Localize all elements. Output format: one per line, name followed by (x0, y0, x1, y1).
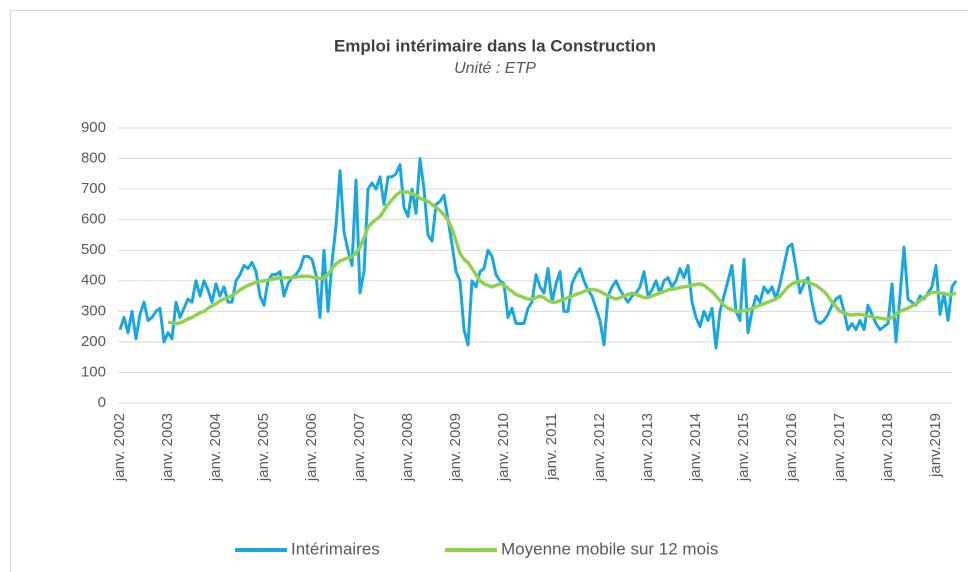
y-tick-label: 700 (81, 180, 106, 197)
series-line (118, 157, 958, 350)
x-tick-label: janv. 2005 (255, 413, 272, 482)
x-tick-label: janv. 2012 (591, 413, 608, 482)
y-tick-label: 600 (81, 211, 106, 228)
y-tick-label: 400 (81, 272, 106, 289)
x-tick-label: janv. 2008 (399, 413, 416, 482)
x-tick-label: janv. 2014 (687, 413, 704, 482)
x-tick-label: janv. 2010 (495, 413, 512, 482)
x-tick-label: janv. 2003 (159, 413, 176, 482)
y-tick-label: 0 (98, 394, 106, 411)
x-tick-label: janv.2019 (927, 413, 944, 478)
x-tick-label: janv. 2016 (783, 413, 800, 482)
x-tick-label: janv. 2006 (303, 413, 320, 482)
x-tick-label: janv. 2013 (639, 413, 656, 482)
x-tick-label: janv. 2009 (447, 413, 464, 482)
series-line (167, 190, 957, 326)
x-tick-label: janv. 2004 (207, 413, 224, 482)
y-tick-label: 800 (81, 150, 106, 167)
y-tick-label: 500 (81, 241, 106, 258)
legend-label: Intérimaires (291, 539, 380, 558)
x-tick-label: janv. 2002 (111, 413, 128, 482)
x-tick-label: janv. 2018 (879, 413, 896, 482)
y-tick-label: 200 (81, 333, 106, 350)
x-tick-label: janv. 2017 (831, 413, 848, 482)
y-tick-label: 900 (81, 119, 106, 136)
chart-frame (10, 10, 968, 572)
x-tick-label: janv. 2011 (543, 413, 560, 481)
legend-label: Moyenne mobile sur 12 mois (501, 539, 718, 558)
x-tick-label: janv. 2015 (735, 413, 752, 482)
y-tick-label: 300 (81, 302, 106, 319)
y-tick-label: 100 (81, 363, 106, 380)
chart-title: Emploi intérimaire dans la Construction (334, 36, 656, 55)
chart-subtitle: Unité : ETP (454, 60, 536, 77)
x-tick-label: janv. 2007 (351, 413, 368, 482)
